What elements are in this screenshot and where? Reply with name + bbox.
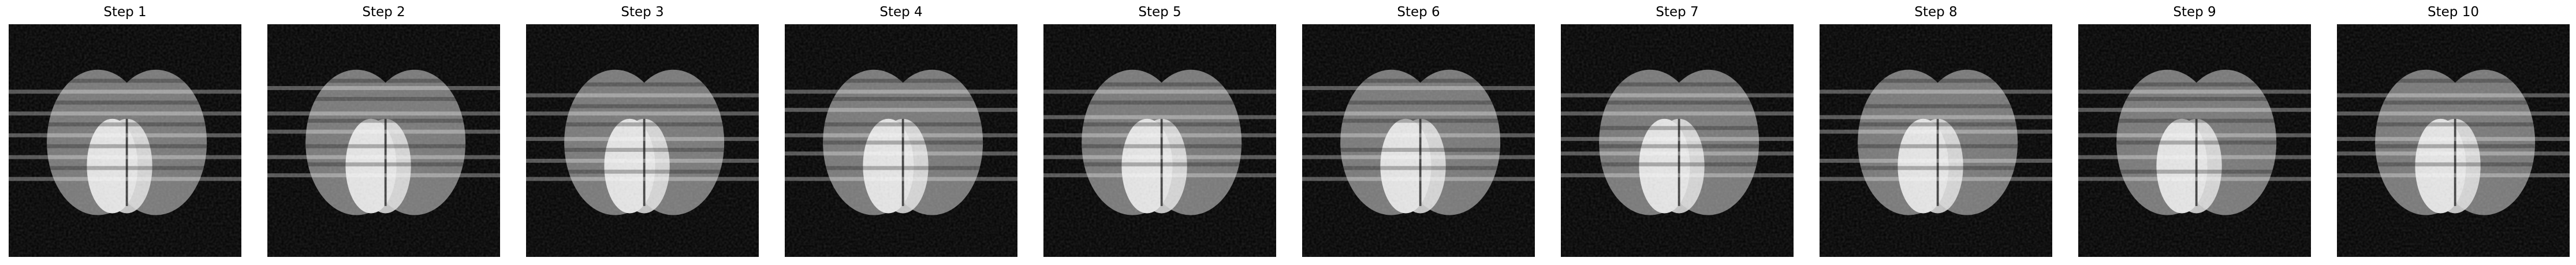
phantom-image: [2078, 24, 2311, 257]
noise-overlay: [526, 24, 759, 257]
panel-step-6: Step 6: [1302, 0, 1535, 265]
panel-step-10: Step 10: [2337, 0, 2570, 265]
phantom-image: [1043, 24, 1276, 257]
phantom-image: [1820, 24, 2052, 257]
panel-step-4: Step 4: [785, 0, 1017, 265]
panel-title: Step 10: [2428, 5, 2479, 20]
panel-step-9: Step 9: [2078, 0, 2311, 265]
phantom-image: [785, 24, 1017, 257]
noise-overlay: [1820, 24, 2052, 257]
panel-title: Step 7: [1656, 5, 1699, 20]
panel-title: Step 5: [1138, 5, 1181, 20]
phantom-image: [2337, 24, 2570, 257]
panel-step-5: Step 5: [1043, 0, 1276, 265]
noise-overlay: [9, 24, 241, 257]
panel-step-3: Step 3: [526, 0, 759, 265]
panel-title: Step 1: [103, 5, 147, 20]
panel-title: Step 3: [621, 5, 664, 20]
noise-overlay: [785, 24, 1017, 257]
panel-title: Step 2: [362, 5, 405, 20]
noise-overlay: [267, 24, 500, 257]
phantom-image: [1561, 24, 1794, 257]
panel-step-7: Step 7: [1561, 0, 1794, 265]
noise-overlay: [2337, 24, 2570, 257]
phantom-image: [267, 24, 500, 257]
panel-title: Step 8: [1914, 5, 1958, 20]
panel-step-8: Step 8: [1820, 0, 2052, 265]
panel-title: Step 4: [879, 5, 923, 20]
noise-overlay: [1043, 24, 1276, 257]
panel-title: Step 6: [1397, 5, 1440, 20]
phantom-image: [526, 24, 759, 257]
noise-overlay: [1561, 24, 1794, 257]
phantom-image: [1302, 24, 1535, 257]
noise-overlay: [1302, 24, 1535, 257]
panel-title: Step 9: [2173, 5, 2216, 20]
phantom-image: [9, 24, 241, 257]
panel-step-2: Step 2: [267, 0, 500, 265]
noise-overlay: [2078, 24, 2311, 257]
panel-step-1: Step 1: [9, 0, 241, 265]
